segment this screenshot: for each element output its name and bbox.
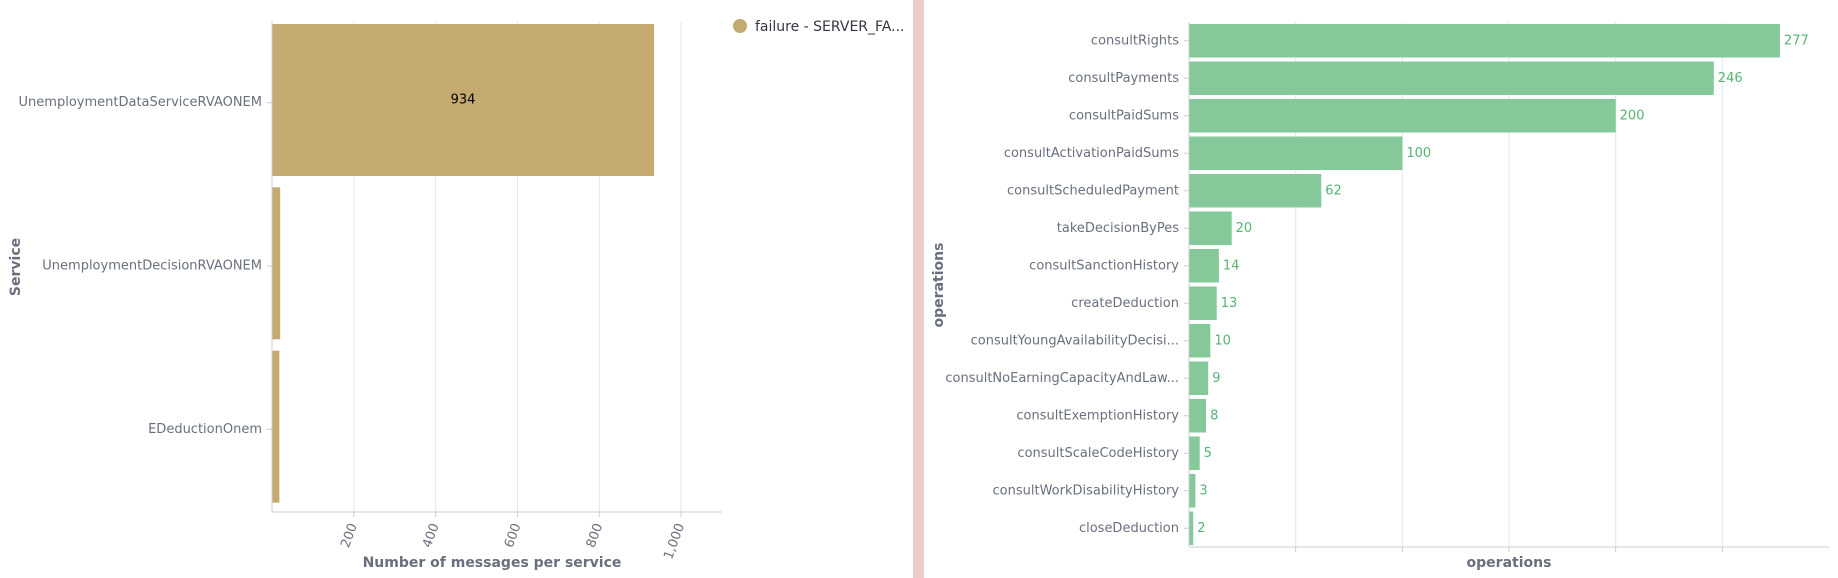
bar-value-label: 246 — [1718, 71, 1743, 86]
y-tick-label: consultPayments — [1068, 71, 1179, 86]
panel-divider[interactable] — [913, 0, 924, 578]
legend-swatch-icon — [733, 19, 747, 33]
bar[interactable] — [1189, 174, 1322, 208]
bar-value-label: 2 — [1197, 521, 1205, 536]
bar[interactable] — [272, 24, 655, 176]
y-tick-label: UnemploymentDataServiceRVAONEM — [19, 95, 262, 110]
x-tick-label: 200 — [338, 521, 361, 549]
bar-value-label: 62 — [1325, 183, 1342, 198]
y-tick-label: consultNoEarningCapacityAndLaw... — [945, 371, 1179, 386]
bar-value-label: 9 — [1212, 371, 1220, 386]
chart2-bars — [1189, 24, 1780, 545]
y-tick-label: consultPaidSums — [1069, 108, 1179, 123]
x-tick-label: 800 — [584, 521, 607, 549]
bar-value-label: 20 — [1236, 221, 1253, 236]
y-tick-label: consultScheduledPayment — [1007, 183, 1179, 198]
bar[interactable] — [1189, 61, 1714, 96]
bar-value-label: 8 — [1210, 408, 1218, 423]
y-tick-label: EDeductionOnem — [148, 422, 262, 437]
y-tick-label: consultYoungAvailabilityDecisi... — [971, 333, 1179, 348]
bar[interactable] — [1189, 211, 1232, 246]
y-tick-label: consultWorkDisabilityHistory — [993, 483, 1180, 498]
bar-value-label: 13 — [1221, 296, 1238, 311]
x-axis-title: Number of messages per service — [363, 555, 622, 571]
bar[interactable] — [272, 350, 280, 503]
bar[interactable] — [1189, 399, 1207, 433]
y-tick-label: closeDeduction — [1079, 521, 1179, 536]
x-tick-label: 1,000 — [661, 521, 688, 561]
y-tick-label: takeDecisionByPes — [1057, 221, 1179, 236]
bar-value-label: 934 — [451, 93, 476, 108]
chart2-labels: consultRights 277 consultPayments 246 consul… — [931, 33, 1809, 571]
y-axis-title: Service — [8, 238, 24, 296]
bar-value-label: 3 — [1199, 483, 1207, 498]
bar[interactable] — [1189, 24, 1780, 58]
bar[interactable] — [1189, 361, 1209, 396]
operations-bar-chart: consultRights 277 consultPayments 246 consul… — [931, 22, 1829, 571]
bar[interactable] — [1189, 99, 1616, 133]
x-tick-label: 400 — [420, 521, 443, 549]
x-axis-title: operations — [1467, 555, 1552, 571]
y-tick-label: createDeduction — [1071, 296, 1179, 311]
y-tick-label: consultActivationPaidSums — [1004, 146, 1179, 161]
bar-value-label: 5 — [1204, 446, 1212, 461]
bar-value-label: 200 — [1620, 108, 1645, 123]
bar[interactable] — [1189, 249, 1219, 283]
bar[interactable] — [1189, 136, 1403, 171]
bar-value-label: 10 — [1214, 333, 1231, 348]
y-tick-label: consultSanctionHistory — [1029, 258, 1179, 273]
bar[interactable] — [1189, 286, 1217, 321]
chart1-legend[interactable]: failure - SERVER_FA... — [733, 19, 904, 35]
y-axis-title: operations — [931, 243, 947, 328]
bar-value-label: 277 — [1784, 33, 1809, 48]
chart1-bars — [272, 24, 655, 503]
service-bar-chart: 200 400 600 800 1,000 UnemploymentDataService… — [8, 19, 904, 571]
y-tick-label: consultScaleCodeHistory — [1017, 446, 1179, 461]
chart2-axes — [1184, 22, 1829, 552]
bar[interactable] — [1189, 511, 1194, 546]
bar-value-label: 14 — [1223, 258, 1240, 273]
bar[interactable] — [272, 187, 281, 340]
bar-value-label: 100 — [1406, 146, 1431, 161]
bar[interactable] — [1189, 436, 1200, 471]
x-tick-label: 600 — [502, 521, 525, 549]
legend-item-label[interactable]: failure - SERVER_FA... — [755, 19, 904, 35]
y-tick-label: consultRights — [1091, 33, 1179, 48]
y-tick-label: UnemploymentDecisionRVAONEM — [42, 259, 262, 274]
bar[interactable] — [1189, 324, 1211, 358]
chart1-axes — [267, 21, 722, 517]
bar[interactable] — [1189, 474, 1196, 508]
y-tick-label: consultExemptionHistory — [1016, 408, 1179, 423]
